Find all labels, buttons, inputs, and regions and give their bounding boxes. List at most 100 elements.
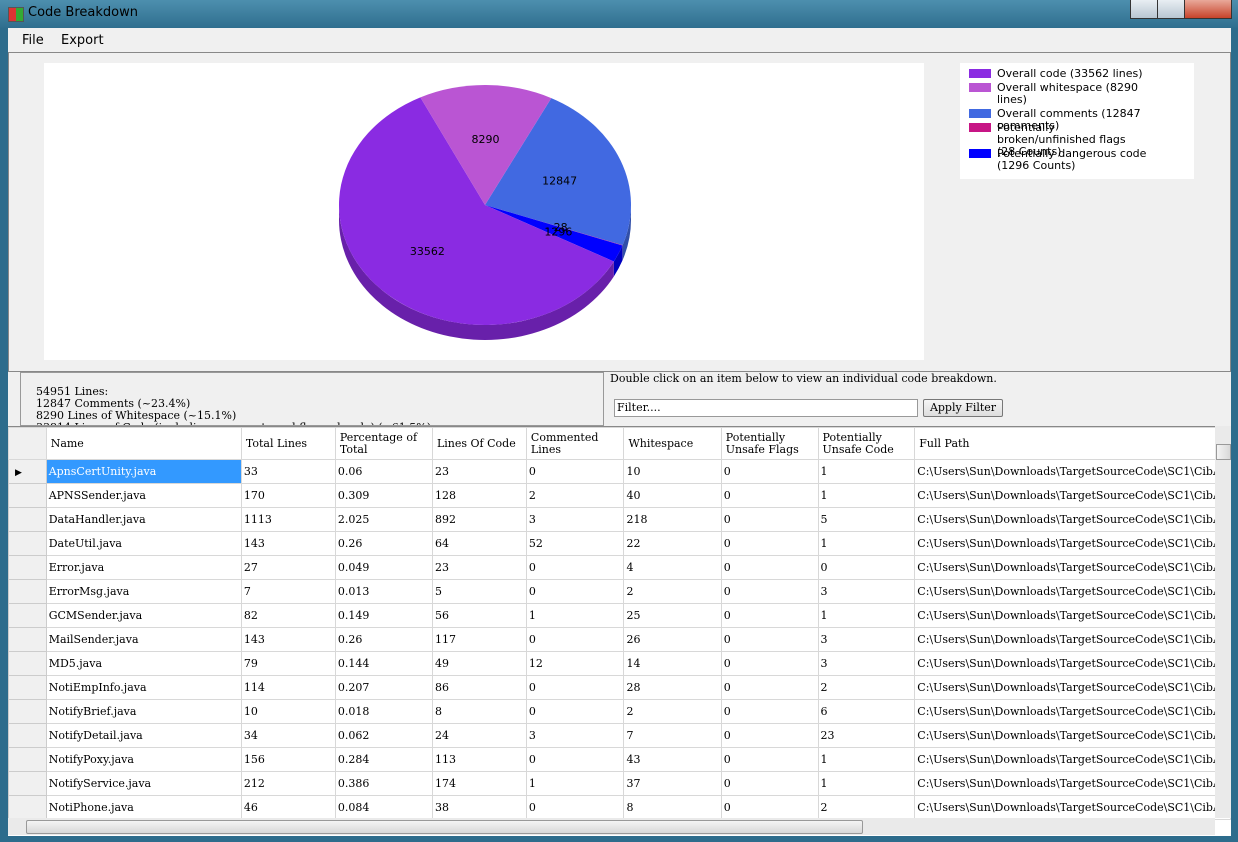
table-cell: 0.062 [334, 723, 433, 748]
table-cell: 3 [525, 507, 625, 532]
column-header[interactable]: Name [45, 427, 242, 460]
table-row[interactable]: APNSSender.java 170 0.309 128 2 40 0 1 C:\Users\… [8, 483, 1231, 508]
maximize-button[interactable] [1157, 0, 1185, 19]
table-cell: 0 [720, 507, 819, 532]
table-cell: 33 [240, 459, 336, 484]
table-row[interactable]: GCMSender.java 82 0.149 56 1 25 0 1 C:\Users\Sun… [8, 603, 1231, 628]
column-header[interactable]: Full Path [914, 427, 1231, 460]
row-header [8, 579, 47, 604]
table-cell: 114 [240, 675, 336, 700]
table-cell: 174 [431, 771, 527, 796]
table-cell: 10 [623, 459, 722, 484]
scroll-thumb[interactable] [1216, 444, 1231, 460]
vertical-scrollbar[interactable] [1215, 426, 1231, 818]
table-cell: 1 [817, 483, 916, 508]
table-cell: 0.018 [334, 699, 433, 724]
pie-slice [339, 97, 614, 325]
pie-slice [485, 205, 623, 246]
table-cell: 24 [431, 723, 527, 748]
row-header [8, 531, 47, 556]
table-cell: C:\Users\Sun\Downloads\TargetSourceCode\… [914, 603, 1231, 628]
table-row[interactable]: NotifyDetail.java 34 0.062 24 3 7 0 23 C:\Users\… [8, 723, 1231, 748]
menu-item[interactable]: File [22, 33, 44, 48]
table-row[interactable]: NotifyBrief.java 10 0.018 8 0 2 0 6 C:\Users\Sun… [8, 699, 1231, 724]
menu-item[interactable]: Export [61, 33, 104, 48]
table-cell: 2 [817, 675, 916, 700]
minimize-button[interactable] [1130, 0, 1158, 19]
column-header[interactable]: Percentage of Total [334, 427, 433, 460]
chart-panel: 12847 28 1296 33562 8290 Overall code (33562 … [8, 52, 1231, 372]
data-grid: Name Total Lines Percentage of Total Lines … [8, 426, 1231, 836]
table-cell: C:\Users\Sun\Downloads\TargetSourceCode\… [914, 555, 1231, 580]
table-cell: 79 [240, 651, 336, 676]
table-cell: 0 [525, 699, 625, 724]
column-header[interactable]: Commented Lines [525, 427, 625, 460]
table-cell: 0 [720, 747, 819, 772]
table-cell: 0.284 [334, 747, 433, 772]
row-header [8, 507, 47, 532]
table-row[interactable]: MailSender.java 143 0.26 117 0 26 0 3 C:\Users\S… [8, 627, 1231, 652]
column-header[interactable]: Total Lines [240, 427, 336, 460]
summary-line: 54951 Lines: [36, 385, 109, 398]
table-row[interactable]: NotifyService.java 212 0.386 174 1 37 0 1 C:\Use… [8, 771, 1231, 796]
table-cell: NotifyService.java [45, 771, 242, 796]
table-cell: 12 [525, 651, 625, 676]
table-row[interactable]: NotiPhone.java 46 0.084 38 0 8 0 2 C:\Users\Sun\… [8, 795, 1231, 820]
table-cell: 3 [525, 723, 625, 748]
table-cell: 1 [817, 747, 916, 772]
column-header[interactable]: Whitespace [623, 427, 722, 460]
table-row[interactable]: NotiEmpInfo.java 114 0.207 86 0 28 0 2 C:\Users\… [8, 675, 1231, 700]
table-cell: 0 [720, 723, 819, 748]
table-cell: 40 [623, 483, 722, 508]
table-cell: 0 [720, 531, 819, 556]
table-row[interactable]: NotifyPoxy.java 156 0.284 113 0 43 0 1 C:\Users\… [8, 747, 1231, 772]
column-header[interactable]: Potentially Unsafe Flags [720, 427, 819, 460]
table-cell: MailSender.java [45, 627, 242, 652]
summary-line: 12847 Comments (~23.4%) [36, 397, 191, 410]
table-cell: 7 [623, 723, 722, 748]
window-title: Code Breakdown [28, 5, 138, 20]
table-cell: 1 [817, 531, 916, 556]
table-cell: C:\Users\Sun\Downloads\TargetSourceCode\… [914, 627, 1231, 652]
table-cell: 8 [431, 699, 527, 724]
table-cell: 0 [525, 627, 625, 652]
table-row[interactable]: ErrorMsg.java 7 0.013 5 0 2 0 3 C:\Users\Sun\Dow… [8, 579, 1231, 604]
column-header[interactable]: Lines Of Code [431, 427, 527, 460]
row-header [8, 723, 47, 748]
table-row[interactable]: ▶ ApnsCertUnity.java 33 0.06 23 0 10 0 1 C:\Users… [8, 459, 1231, 484]
scroll-thumb[interactable] [26, 820, 863, 834]
table-cell: 43 [623, 747, 722, 772]
table-cell: 10 [240, 699, 336, 724]
table-cell: 0.26 [334, 627, 433, 652]
close-button[interactable] [1184, 0, 1232, 19]
legend-label: Overall code (33562 lines) [997, 67, 1143, 80]
table-cell: 6 [817, 699, 916, 724]
column-header[interactable]: Potentially Unsafe Code [817, 427, 916, 460]
legend-swatch [969, 83, 991, 92]
apply-filter-button[interactable]: Apply Filter [923, 399, 1003, 417]
table-row[interactable]: DateUtil.java 143 0.26 64 52 22 0 1 C:\Users\Sun… [8, 531, 1231, 556]
table-cell: 0 [720, 651, 819, 676]
table-row[interactable]: DataHandler.java 1113 2.025 892 3 218 0 5 C:\Use… [8, 507, 1231, 532]
table-row[interactable]: MD5.java 79 0.144 49 12 14 0 3 C:\Users\Sun\Down… [8, 651, 1231, 676]
table-cell: 0.06 [334, 459, 433, 484]
legend [960, 63, 1194, 179]
table-row[interactable]: Error.java 27 0.049 23 0 4 0 0 C:\Users\Sun\Down… [8, 555, 1231, 580]
table-cell: 49 [431, 651, 527, 676]
table-cell: 218 [623, 507, 722, 532]
filter-input[interactable]: Filter.... [614, 399, 918, 417]
app-icon [8, 7, 24, 22]
table-cell: 0.049 [334, 555, 433, 580]
data-label: 28 [554, 221, 568, 234]
table-cell: 37 [623, 771, 722, 796]
table-cell: 0 [525, 675, 625, 700]
table-cell: 3 [817, 627, 916, 652]
table-cell: 2 [817, 795, 916, 820]
table-cell: 0.144 [334, 651, 433, 676]
table-cell: 0 [817, 555, 916, 580]
horizontal-scrollbar[interactable] [8, 818, 1215, 835]
table-cell: 143 [240, 627, 336, 652]
table-cell: APNSSender.java [45, 483, 242, 508]
